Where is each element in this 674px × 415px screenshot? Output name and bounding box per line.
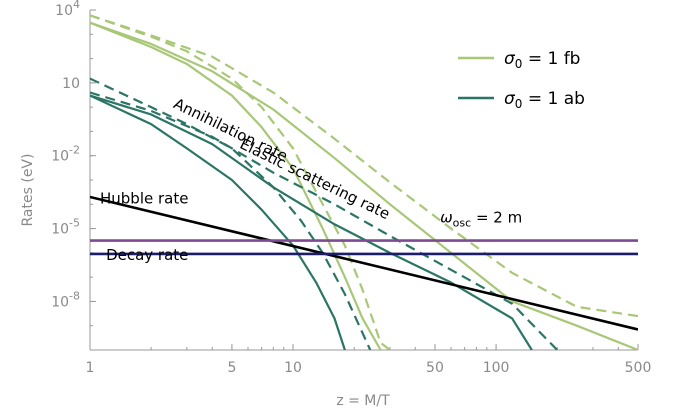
x-tick-label: 500 bbox=[625, 360, 652, 376]
x-axis-title: z = M/T bbox=[336, 393, 390, 409]
y-axis-title: Rates (eV) bbox=[20, 154, 36, 227]
series-line-fb-dashed-1 bbox=[90, 14, 391, 350]
series-line-ab-6 bbox=[90, 94, 533, 350]
series-line-fb-dashed-3 bbox=[90, 14, 638, 318]
series-line-ab-dashed-7 bbox=[90, 91, 558, 350]
legend-label-0: σ0 = 1 fb bbox=[504, 49, 580, 71]
x-tick-label: 50 bbox=[426, 360, 444, 376]
x-tick-label: 100 bbox=[483, 360, 510, 376]
legend: σ0 = 1 fb σ0 = 1 ab bbox=[458, 49, 585, 111]
series-line-hubble-8 bbox=[90, 195, 638, 331]
y-tick-label: 10-8 bbox=[51, 289, 80, 310]
y-tick-label: 104 bbox=[55, 0, 80, 19]
x-tick-label: 10 bbox=[284, 360, 302, 376]
series-line-fb-2 bbox=[90, 21, 638, 350]
annotation-3: Decay rate bbox=[106, 246, 188, 264]
legend-label-1: σ0 = 1 ab bbox=[504, 89, 585, 111]
series-line-ab-4 bbox=[90, 94, 346, 350]
y-tick-label: 10-5 bbox=[51, 217, 80, 238]
x-tick-label: 5 bbox=[227, 360, 236, 376]
series-line-fb-0 bbox=[90, 21, 382, 350]
y-tick-label: 10 bbox=[62, 76, 80, 92]
annotation-4: ωosc = 2 m bbox=[440, 208, 522, 229]
y-tick-label: 10-2 bbox=[51, 144, 80, 165]
axes: 1 5 10 50 100 500 104 10 10-2 10-5 10-8 bbox=[51, 0, 651, 376]
annotation-2: Hubble rate bbox=[100, 189, 188, 207]
series-lines bbox=[90, 14, 638, 350]
x-tick-label: 1 bbox=[86, 360, 95, 376]
